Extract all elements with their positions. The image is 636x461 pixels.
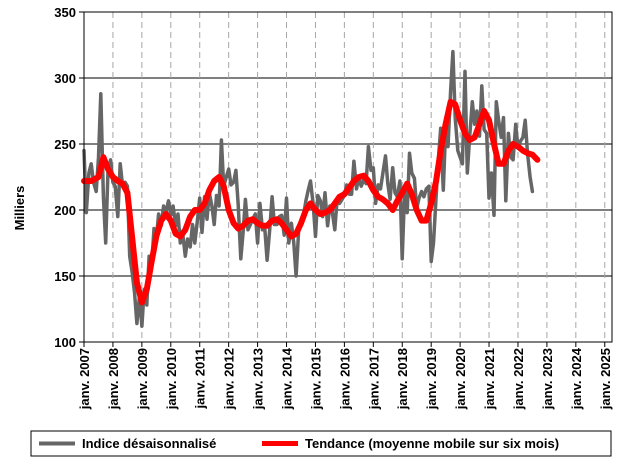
legend-box bbox=[30, 430, 612, 457]
x-tick-label: janv. 2007 bbox=[77, 348, 92, 410]
x-axis-ticks: janv. 2007 janv. 2008 janv. 2009 janv. 2010… bbox=[77, 342, 613, 410]
x-tick-label: janv. 2016 bbox=[337, 348, 352, 410]
y-tick-label: 300 bbox=[54, 71, 76, 86]
y-tick-label: 150 bbox=[54, 269, 76, 284]
x-tick-label: janv. 2015 bbox=[308, 348, 323, 410]
y-axis-label: Milliers bbox=[12, 186, 27, 231]
x-tick-label: janv. 2013 bbox=[251, 348, 266, 410]
legend: Indice désaisonnalisé Tendance (moyenne … bbox=[30, 430, 612, 457]
x-tick-label: janv. 2012 bbox=[222, 348, 237, 410]
x-tick-label: janv. 2010 bbox=[164, 348, 179, 410]
x-tick-label: janv. 2020 bbox=[453, 348, 468, 410]
x-tick-label: janv. 2017 bbox=[366, 348, 381, 410]
x-tick-label: janv. 2024 bbox=[569, 347, 584, 410]
y-axis-ticks: 100 150 200 250 300 350 bbox=[54, 5, 84, 350]
series-line-1 bbox=[81, 98, 541, 306]
x-tick-label: janv. 2008 bbox=[106, 348, 121, 410]
x-tick-label: janv. 2025 bbox=[598, 348, 613, 410]
y-tick-label: 100 bbox=[54, 335, 76, 350]
x-tick-label: janv. 2009 bbox=[135, 348, 150, 410]
x-tick-label: janv. 2021 bbox=[482, 348, 497, 410]
legend-label-tendance: Tendance (moyenne mobile sur six mois) bbox=[305, 436, 559, 451]
plot-frame bbox=[83, 11, 613, 343]
y-tick-label: 350 bbox=[54, 5, 76, 20]
x-tick-label: janv. 2023 bbox=[540, 348, 555, 410]
x-tick-label: janv. 2014 bbox=[280, 347, 295, 410]
y-tick-label: 200 bbox=[54, 203, 76, 218]
y-tick-label: 250 bbox=[54, 137, 76, 152]
x-tick-label: janv. 2019 bbox=[424, 348, 439, 410]
x-tick-label: janv. 2018 bbox=[395, 348, 410, 410]
x-tick-label: janv. 2011 bbox=[193, 348, 208, 409]
x-tick-label: janv. 2022 bbox=[511, 348, 526, 410]
legend-label-indice: Indice désaisonnalisé bbox=[82, 436, 216, 451]
plot-area bbox=[84, 12, 612, 342]
series-line-0 bbox=[82, 49, 535, 328]
series-group bbox=[81, 49, 541, 328]
